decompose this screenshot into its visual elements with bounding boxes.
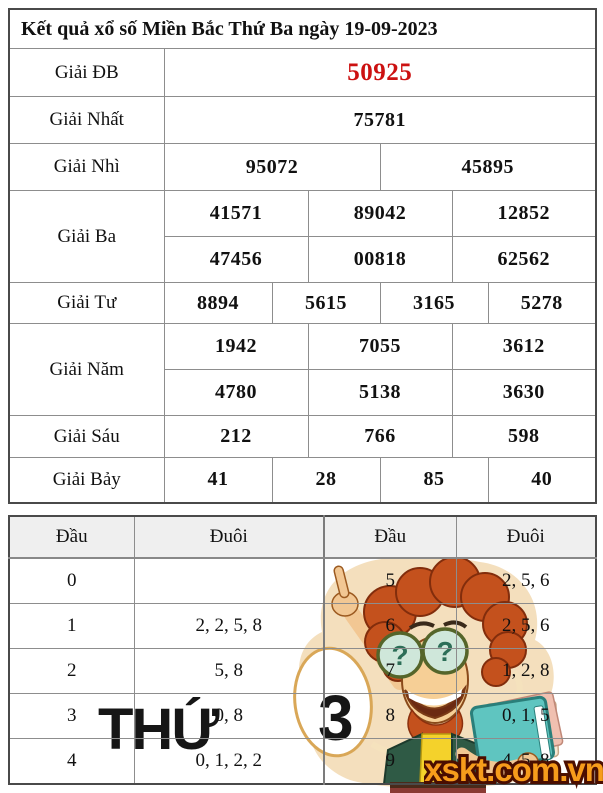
prize-value: 1942 bbox=[163, 323, 309, 370]
tail-cell: 0, 8 bbox=[133, 693, 325, 739]
tail-cell: 1, 2, 8 bbox=[455, 648, 597, 694]
prize-value: 45895 bbox=[379, 143, 597, 191]
head-cell: 3 bbox=[8, 693, 135, 739]
prize-value: 212 bbox=[163, 415, 309, 458]
head-column-header: Đầu bbox=[323, 515, 457, 559]
head-cell: 5 bbox=[323, 557, 457, 604]
tail-cell: 5, 8 bbox=[133, 648, 325, 694]
prize-value: 89042 bbox=[307, 190, 453, 237]
prize-value: 598 bbox=[451, 415, 597, 458]
prize-value: 3612 bbox=[451, 323, 597, 370]
table-row: 0 5 2, 5, 6 bbox=[8, 557, 597, 604]
prize-value: 95072 bbox=[163, 143, 381, 191]
table-row: 2 5, 8 7 1, 2, 8 bbox=[8, 648, 597, 694]
head-column-header: Đầu bbox=[8, 515, 135, 559]
prize-value: 3630 bbox=[451, 369, 597, 416]
prize-value: 00818 bbox=[307, 236, 453, 283]
prize-label-db: Giải ĐB bbox=[8, 48, 165, 97]
prize-label-sau: Giải Sáu bbox=[8, 415, 165, 458]
tail-column-header: Đuôi bbox=[133, 515, 325, 559]
prize-value: 62562 bbox=[451, 236, 597, 283]
prize-value: 85 bbox=[379, 457, 489, 503]
head-cell: 7 bbox=[323, 648, 457, 694]
prize-value: 28 bbox=[271, 457, 381, 503]
prize-value: 47456 bbox=[163, 236, 309, 283]
prize-label-tu: Giải Tư bbox=[8, 282, 165, 324]
prize-label-ba: Giải Ba bbox=[8, 190, 165, 283]
head-cell: 6 bbox=[323, 603, 457, 649]
tail-cell: 4, 5, 8 bbox=[455, 738, 597, 785]
prize-value-special: 50925 bbox=[163, 48, 597, 97]
prize-value: 5138 bbox=[307, 369, 453, 416]
tail-cell: 2, 2, 5, 8 bbox=[133, 603, 325, 649]
prize-value: 12852 bbox=[451, 190, 597, 237]
prize-value: 5615 bbox=[271, 282, 381, 324]
tail-cell: 0, 1, 5 bbox=[455, 693, 597, 739]
table-row: 3 0, 8 8 0, 1, 5 bbox=[8, 693, 597, 739]
tail-cell: 2, 5, 6 bbox=[455, 603, 597, 649]
prize-value: 75781 bbox=[163, 96, 597, 144]
prize-label-nam: Giải Năm bbox=[8, 323, 165, 416]
prize-label-nhi: Giải Nhì bbox=[8, 143, 165, 191]
table-row: 4 0, 1, 2, 2 9 4, 5, 8 bbox=[8, 738, 597, 785]
prize-value: 41571 bbox=[163, 190, 309, 237]
prize-value: 3165 bbox=[379, 282, 489, 324]
head-cell: 4 bbox=[8, 738, 135, 785]
head-cell: 8 bbox=[323, 693, 457, 739]
head-cell: 9 bbox=[323, 738, 457, 785]
prize-value: 5278 bbox=[487, 282, 597, 324]
results-table: Kết quả xổ số Miền Bắc Thứ Ba ngày 19-09… bbox=[8, 8, 598, 504]
tail-column-header: Đuôi bbox=[455, 515, 597, 559]
tail-cell: 0, 1, 2, 2 bbox=[133, 738, 325, 785]
prize-value: 8894 bbox=[163, 282, 273, 324]
page-title: Kết quả xổ số Miền Bắc Thứ Ba ngày 19-09… bbox=[8, 8, 597, 49]
prize-value: 766 bbox=[307, 415, 453, 458]
head-cell: 0 bbox=[8, 557, 135, 604]
prize-value: 41 bbox=[163, 457, 273, 503]
tail-cell bbox=[133, 557, 325, 604]
mascot-pants bbox=[390, 788, 486, 793]
prize-label-bay: Giải Bảy bbox=[8, 457, 165, 503]
head-cell: 1 bbox=[8, 603, 135, 649]
prize-value: 40 bbox=[487, 457, 597, 503]
head-cell: 2 bbox=[8, 648, 135, 694]
prize-value: 7055 bbox=[307, 323, 453, 370]
table-row: 1 2, 2, 5, 8 6 2, 5, 6 bbox=[8, 603, 597, 649]
prize-label-nhat: Giải Nhất bbox=[8, 96, 165, 144]
prize-value: 4780 bbox=[163, 369, 309, 416]
head-tail-table: Đầu Đuôi Đầu Đuôi 0 5 2, 5, 6 1 2, 2, 5,… bbox=[8, 515, 597, 785]
tail-cell: 2, 5, 6 bbox=[455, 557, 597, 604]
